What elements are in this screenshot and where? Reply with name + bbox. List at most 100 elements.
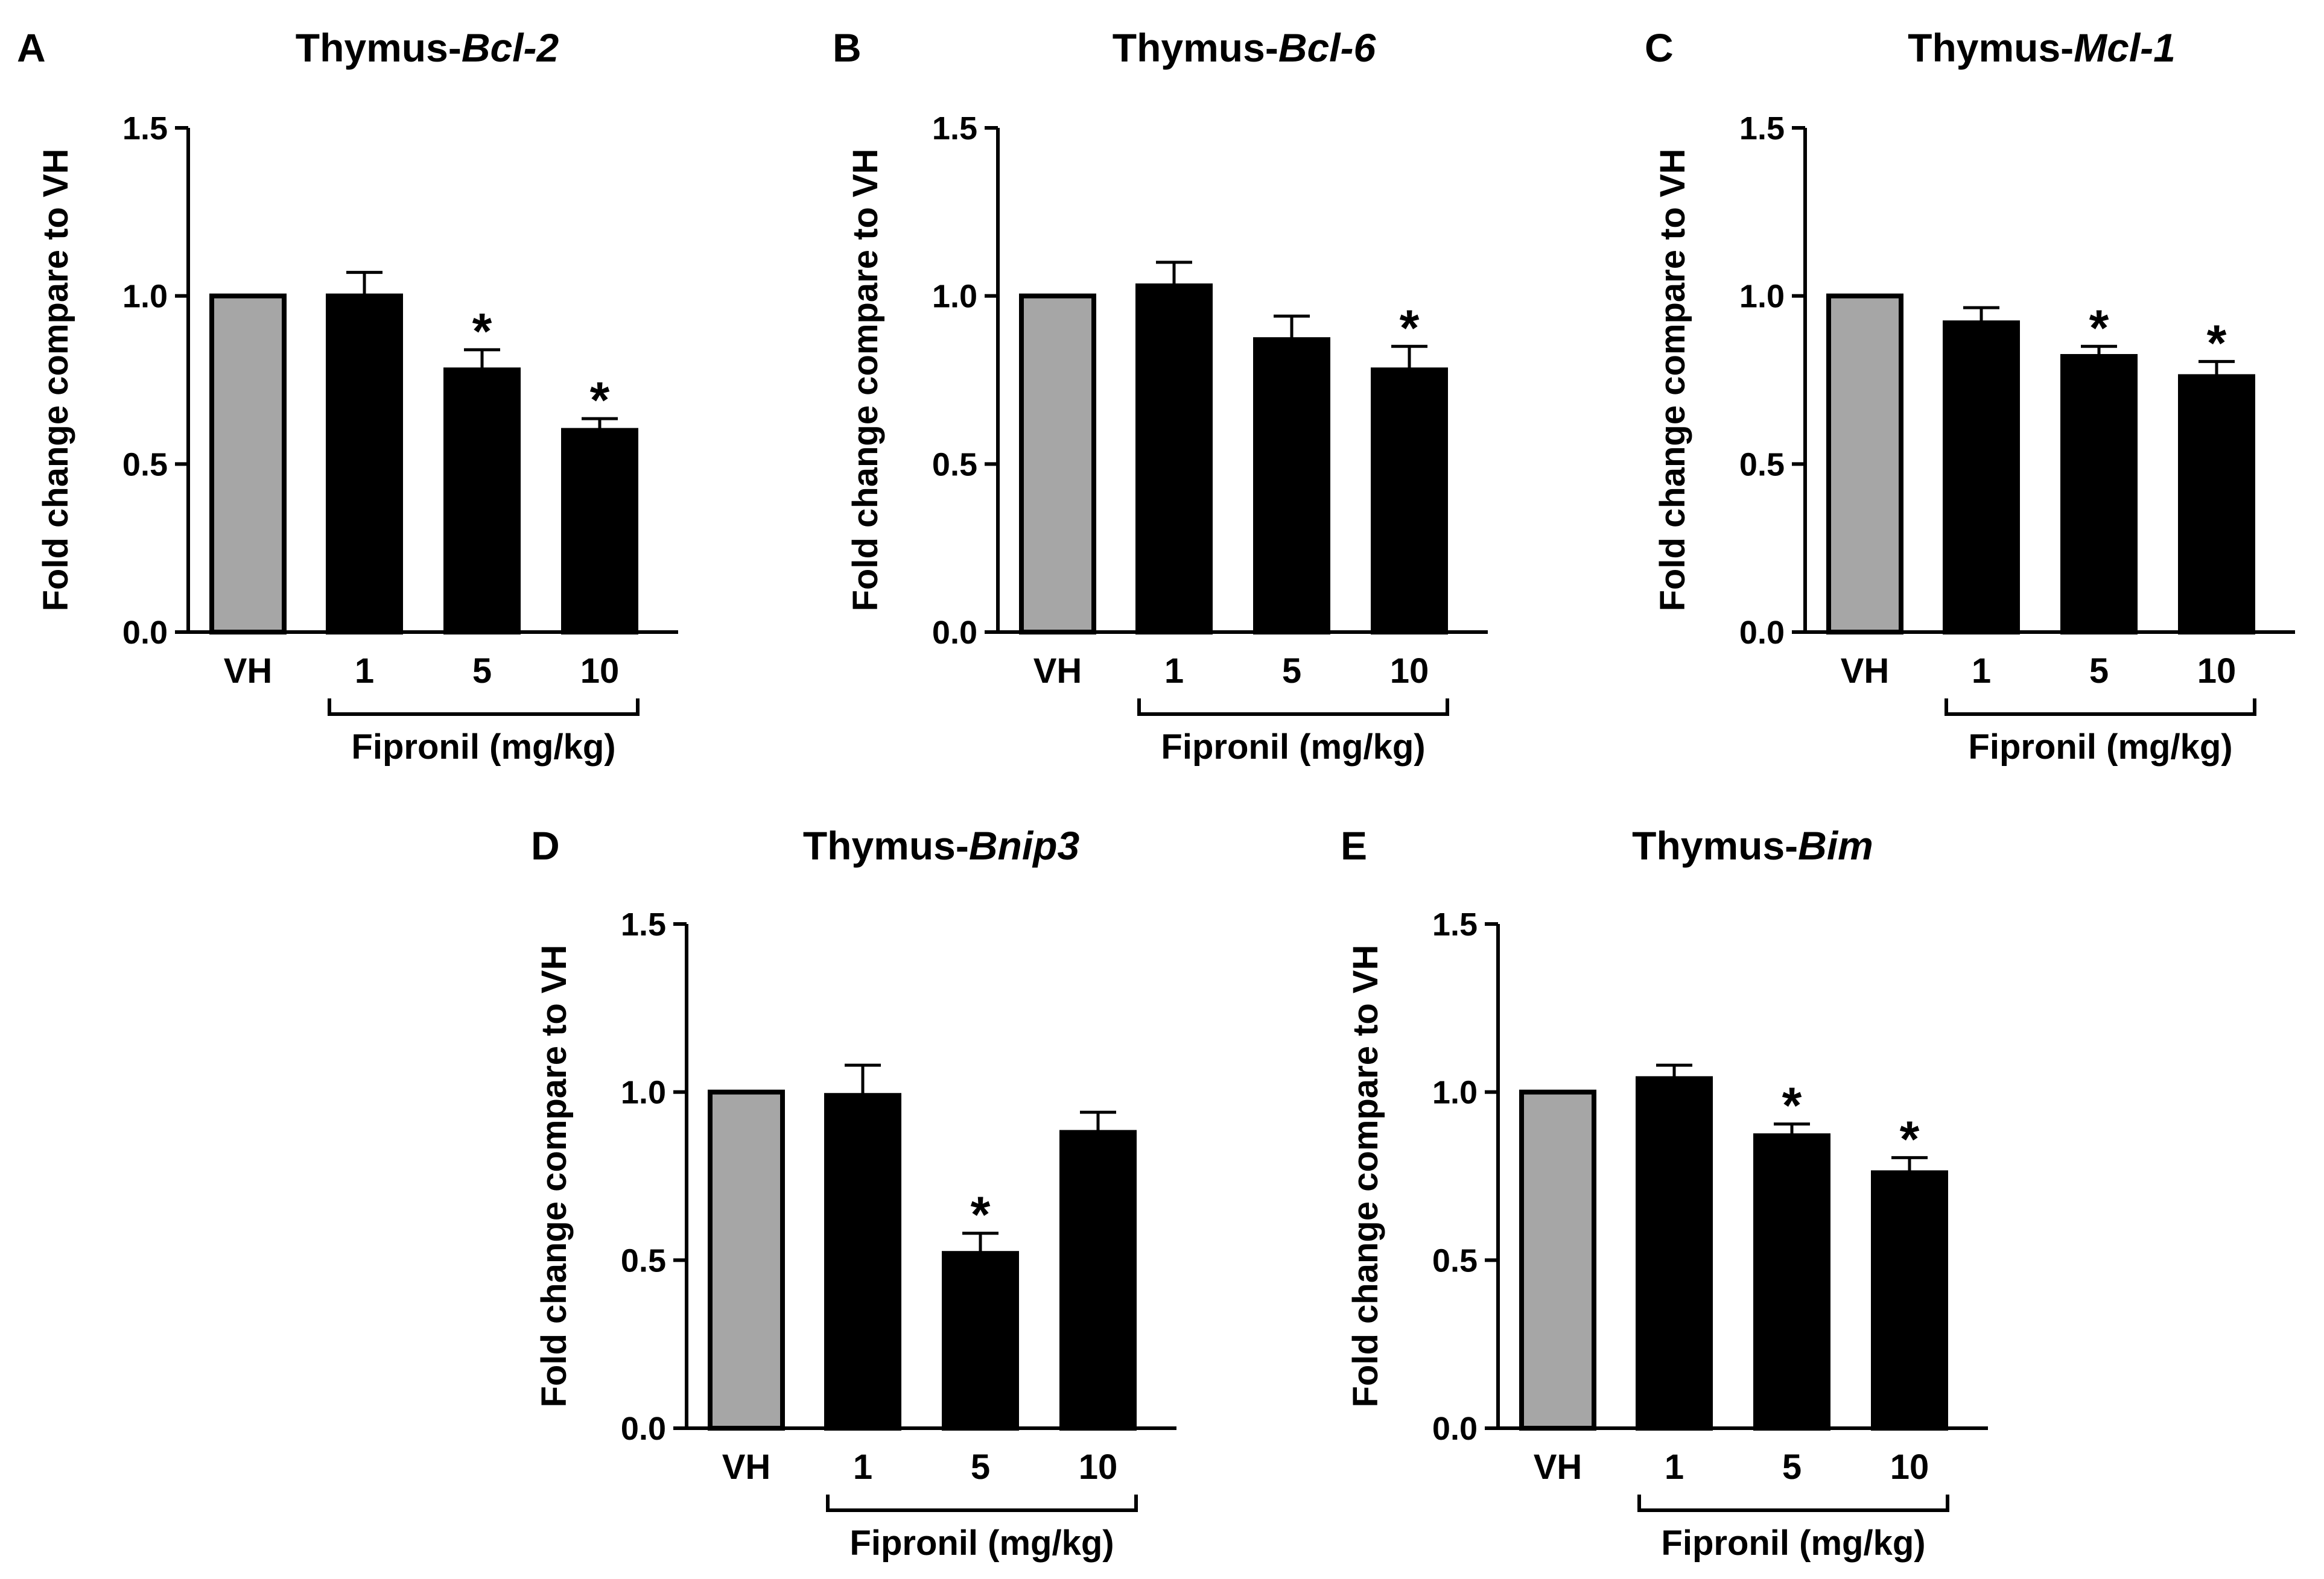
bar-VH [1826,293,1903,634]
panel-b: B Thymus-Bcl-6 Fold change compare to VH 0.… [833,25,1488,767]
bar-10 [1059,1130,1137,1431]
chart-title: Thymus-Bim [1632,823,1873,868]
significance-marker: * [2207,314,2227,371]
x-category-label: 10 [1890,1448,1929,1487]
bar-VH [209,293,287,634]
treatment-bracket [1945,698,2256,716]
y-tick-label: 0.5 [122,446,168,483]
bar-VH [1519,1089,1596,1431]
bar-10 [2178,374,2255,635]
x-axis-label: Fipronil (mg/kg) [1968,727,2232,767]
x-category-label: VH [224,651,273,691]
chart-title: Thymus-Mcl-1 [1908,25,2176,70]
chart-title: Thymus-Bcl-2 [296,25,559,70]
bar-1 [1943,320,2020,634]
y-tick-label: 1.5 [122,110,168,147]
bar-5 [942,1251,1019,1431]
y-tick-label: 0.0 [1739,615,1785,651]
y-tick-label: 1.0 [1739,279,1785,315]
x-category-label: 10 [1390,651,1429,691]
error-bar [582,417,618,431]
significance-marker: * [2089,299,2109,356]
y-tick-label: 0.5 [1432,1242,1478,1279]
x-category-label: VH [1534,1448,1583,1487]
error-bar [1774,1122,1810,1136]
y-tick-label: 1.5 [621,907,666,943]
x-category-label: 10 [2197,651,2237,691]
panel-letter: C [1645,25,1674,70]
error-bar [1274,314,1310,340]
panel-d: D Thymus-Bnip3 Fold change compare to VH 0.… [531,823,1176,1563]
bar-1 [326,293,403,634]
significance-marker: * [1782,1077,1802,1134]
bar-10 [1371,367,1448,635]
y-tick-label: 1.0 [621,1075,666,1111]
y-tick-label: 0.0 [621,1411,666,1447]
y-tick-label: 0.0 [1432,1411,1478,1447]
panel-e: E Thymus-Bim Fold change compare to VH 0.0 0… [1341,823,1988,1563]
y-axis-label: Fold change compare to VH [1346,945,1385,1408]
significance-marker: * [472,303,492,359]
bar-1 [824,1093,901,1431]
bar-VH [708,1089,785,1431]
x-category-label: 1 [1972,651,1991,691]
x-category-label: 5 [971,1448,990,1487]
y-tick-label: 0.0 [932,615,977,651]
panel-letter: E [1341,823,1367,868]
y-tick-label: 1.0 [1432,1075,1478,1111]
error-bar [1156,261,1192,286]
error-bar [962,1232,998,1254]
bar-1 [1135,283,1213,634]
error-bar [1080,1110,1116,1133]
error-bar [2081,344,2117,356]
bar-5 [1253,337,1330,634]
treatment-bracket [1637,1495,1949,1512]
x-category-label: 5 [1282,651,1301,691]
x-category-label: 10 [580,651,620,691]
x-axis-label: Fipronil (mg/kg) [849,1524,1114,1563]
bar-5 [2060,353,2138,635]
y-tick-label: 1.5 [1739,110,1785,147]
bar-VH [1019,293,1096,634]
significance-marker: * [1900,1110,1920,1167]
x-category-label: 5 [1782,1448,1802,1487]
x-axis-label: Fipronil (mg/kg) [351,727,615,767]
significance-marker: * [1400,299,1420,356]
y-axis-label: Fold change compare to VH [1653,149,1692,612]
y-tick-label: 1.5 [1432,907,1478,943]
x-axis-label: Fipronil (mg/kg) [1661,1524,1925,1563]
y-tick-label: 1.0 [122,279,168,315]
panel-letter: D [531,823,560,868]
error-bar [346,271,383,296]
error-bar [1391,344,1427,370]
panel-a: A Thymus-Bcl-2 Fold change compare to VH 0.… [17,25,678,767]
y-axis-label: Fold change compare to VH [535,945,574,1408]
y-tick-label: 1.5 [932,110,977,147]
bar-5 [1753,1133,1830,1431]
y-tick-label: 0.5 [932,446,977,483]
error-bar [1891,1156,1928,1173]
x-category-label: 1 [853,1448,872,1487]
x-category-label: 5 [2089,651,2109,691]
significance-marker: * [590,372,610,428]
x-category-label: 1 [355,651,374,691]
y-tick-label: 1.0 [932,279,977,315]
x-category-label: 1 [1164,651,1184,691]
error-bar [2199,359,2235,377]
error-bar [845,1063,881,1096]
x-category-label: VH [1033,651,1082,691]
bar-10 [561,428,638,634]
panel-letter: A [17,25,46,70]
y-tick-label: 0.5 [1739,446,1785,483]
treatment-bracket [826,1495,1138,1512]
bar-10 [1871,1170,1948,1431]
error-bar [1656,1063,1692,1079]
y-axis-label: Fold change compare to VH [846,149,885,612]
error-bar [464,348,500,370]
bar-5 [443,367,521,635]
significance-marker: * [971,1186,991,1243]
x-category-label: VH [722,1448,771,1487]
treatment-bracket [1137,698,1449,716]
error-bar [1963,306,1999,323]
